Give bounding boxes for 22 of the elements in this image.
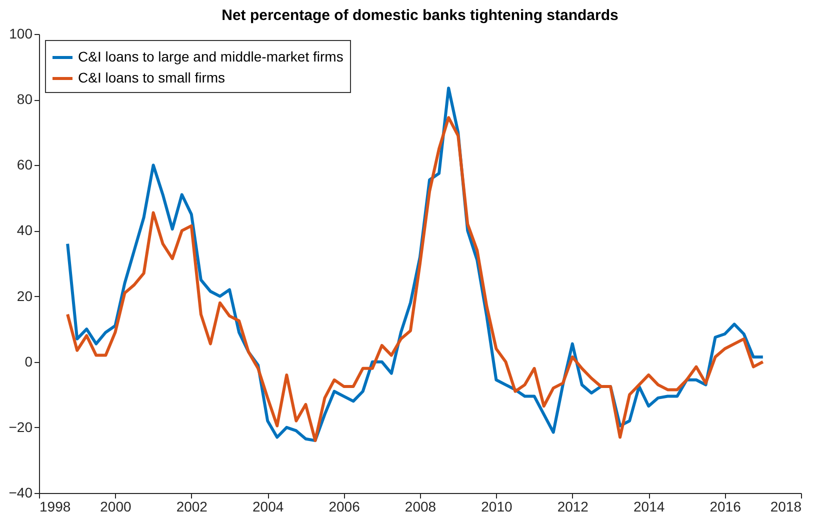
x-tick-label: 2008 [404,498,436,514]
x-tick-label: 2002 [176,498,208,514]
legend-label: C&I loans to small firms [78,70,226,86]
y-tick-label: 80 [16,91,33,108]
y-tick-label: −20 [8,418,33,435]
x-tick-label: 2014 [634,498,665,514]
x-tick-label: 2010 [481,498,512,514]
y-tick-label: 20 [16,288,33,304]
legend-label: C&I loans to large and middle-market firms [78,48,344,64]
x-tick-label: 2000 [100,498,132,514]
y-tick-label: 100 [9,26,33,42]
x-tick-label: 2018 [770,498,802,514]
y-tick-label: 60 [16,156,33,173]
x-tick-label: 2006 [328,498,360,514]
y-tick-label: −40 [8,484,33,500]
x-tick-label: 2012 [557,498,589,514]
y-tick-label: 0 [24,353,33,370]
x-tick-label: 2004 [252,498,284,514]
chart-title: Net percentage of domestic banks tightening standards [222,7,618,24]
x-tick-label: 1998 [40,498,71,514]
x-tick-label: 2016 [710,498,742,514]
y-tick-label: 40 [16,222,33,238]
